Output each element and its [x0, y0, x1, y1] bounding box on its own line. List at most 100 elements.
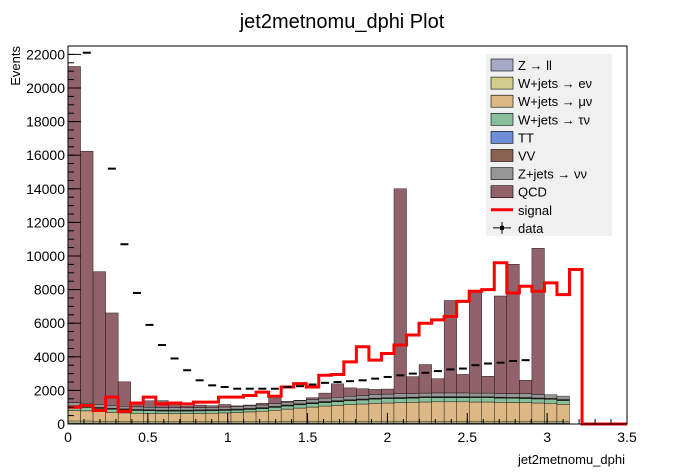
legend: Z → ll W+jets → eν W+jets → μν W+jets → τν T… — [486, 54, 612, 236]
bar-1-34 — [494, 420, 508, 424]
bar-7-21 — [331, 383, 345, 398]
bar-1-28 — [418, 420, 432, 424]
bar-2-30 — [443, 401, 457, 422]
bar-2-8 — [168, 413, 182, 422]
bar-7-27 — [406, 376, 420, 394]
bar-7-1 — [80, 150, 94, 404]
y-tick-label-5: 10000 — [26, 248, 65, 264]
legend-swatch-7 — [490, 185, 514, 198]
bar-7-22 — [343, 387, 357, 397]
y-tick-label-9: 18000 — [26, 114, 65, 130]
bar-7-18 — [293, 400, 307, 402]
bar-1-18 — [293, 420, 307, 424]
legend-swatch-1 — [490, 76, 514, 90]
y-axis-label: Events — [8, 46, 23, 86]
y-tick-label-4: 8000 — [34, 282, 65, 298]
signal-series — [68, 261, 627, 426]
bar-6-11 — [205, 407, 219, 410]
bar-1-22 — [343, 420, 357, 424]
bar-7-11 — [205, 405, 219, 408]
bar-1-19 — [306, 420, 319, 424]
x-axis-label: jet2metnomu_dphi — [517, 452, 625, 467]
bar-6-18 — [293, 400, 307, 405]
bar-6-5 — [130, 406, 144, 410]
bar-1-29 — [431, 420, 445, 424]
bar-2-7 — [155, 413, 169, 422]
x-axis: 0 0.5 1 1.5 2 2.5 3 3.5 — [64, 413, 637, 445]
bar-3-9 — [180, 410, 194, 414]
bar-6-14 — [243, 405, 257, 409]
bar-1-20 — [318, 420, 332, 424]
bar-3-19 — [306, 403, 319, 408]
bar-1-35 — [506, 420, 520, 424]
bar-3-35 — [506, 398, 520, 403]
bar-7-6 — [143, 400, 156, 408]
bar-3-25 — [381, 398, 395, 404]
bar-1-13 — [230, 421, 244, 424]
bar-6-22 — [343, 396, 357, 401]
bar-7-32 — [469, 290, 482, 394]
bar-7-15 — [255, 403, 269, 406]
y-tick-label-0: 0 — [57, 416, 65, 432]
bar-7-0 — [67, 66, 81, 403]
bar-6-3 — [105, 405, 119, 409]
bar-3-6 — [143, 410, 156, 414]
bar-2-10 — [193, 413, 207, 422]
bar-1-37 — [531, 420, 545, 424]
bar-3-8 — [168, 410, 182, 414]
bar-3-5 — [130, 410, 144, 414]
bar-2-1 — [80, 410, 94, 422]
signal-line — [68, 261, 627, 426]
bar-1-38 — [544, 420, 558, 424]
bar-7-28 — [418, 364, 432, 394]
bar-2-37 — [531, 402, 545, 422]
x-tick-label-3: 1.5 — [298, 429, 318, 445]
bar-6-33 — [481, 392, 495, 397]
legend-swatch-2 — [490, 94, 514, 108]
y-tick-label-10: 20000 — [26, 80, 65, 96]
x-tick-label-7: 3.5 — [617, 429, 637, 445]
bar-2-39 — [556, 404, 570, 422]
legend-swatch-4 — [490, 131, 514, 144]
bar-6-6 — [143, 407, 156, 410]
bar-2-5 — [130, 413, 144, 422]
legend-swatch-5 — [490, 149, 514, 162]
bar-2-24 — [368, 403, 382, 422]
bar-1-5 — [130, 421, 144, 424]
bar-6-24 — [368, 394, 382, 399]
bar-2-34 — [494, 402, 508, 422]
bar-2-36 — [519, 402, 533, 422]
bar-7-29 — [431, 378, 445, 394]
bar-7-36 — [519, 380, 533, 394]
bar-3-33 — [481, 397, 495, 403]
legend-label-9: data — [518, 221, 544, 236]
legend-data-marker — [500, 225, 504, 230]
bar-1-6 — [143, 421, 156, 424]
bar-2-9 — [180, 413, 194, 422]
y-tick-label-6: 12000 — [26, 214, 65, 230]
bar-6-39 — [556, 395, 570, 400]
bar-6-13 — [230, 406, 244, 410]
bar-3-15 — [255, 408, 269, 412]
bar-3-1 — [80, 407, 94, 412]
bar-1-36 — [519, 420, 533, 424]
bar-6-36 — [519, 393, 533, 398]
bar-7-30 — [443, 300, 457, 394]
bar-2-2 — [92, 411, 106, 422]
bar-3-39 — [556, 400, 570, 405]
bar-3-38 — [544, 399, 558, 404]
bar-2-38 — [544, 403, 558, 422]
bar-7-24 — [368, 389, 382, 395]
bar-2-15 — [255, 411, 269, 422]
bar-1-8 — [168, 421, 182, 424]
bar-3-3 — [105, 409, 119, 413]
bar-7-13 — [230, 405, 244, 407]
bar-6-28 — [418, 392, 432, 397]
y-tick-label-3: 6000 — [34, 315, 65, 331]
bar-1-23 — [356, 420, 370, 424]
legend-label-5: VV — [518, 149, 536, 164]
bar-7-3 — [105, 312, 119, 406]
bar-7-9 — [180, 405, 194, 408]
bar-6-9 — [180, 407, 194, 411]
